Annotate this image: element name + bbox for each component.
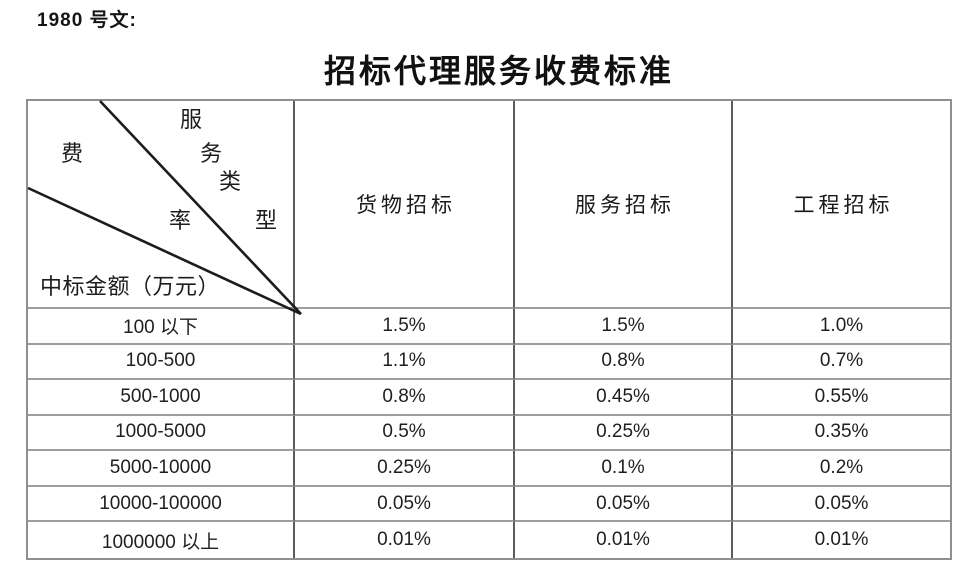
rate-cell: 0.5%	[295, 415, 515, 452]
corner-label-fee-char-1: 费	[61, 142, 84, 167]
amount-range-cell: 100-500	[28, 344, 295, 381]
rate-cell: 0.25%	[515, 415, 733, 452]
rate-cell: 1.5%	[295, 309, 515, 345]
corner-label-bid-amount: 中标金额（万元）	[40, 275, 221, 300]
column-header-goods-bidding: 货物招标	[295, 101, 515, 309]
column-header-service-bidding: 服务招标	[515, 101, 733, 309]
page-title: 招标代理服务收费标准	[323, 52, 674, 90]
amount-range-cell: 10000-100000	[28, 486, 295, 523]
amount-range-cell: 5000-10000	[28, 451, 295, 487]
amount-range-cell: 500-1000	[28, 380, 295, 416]
corner-label-type-char-2: 务	[200, 142, 223, 167]
column-header-works-bidding: 工程招标	[733, 101, 950, 309]
rate-cell: 0.05%	[295, 486, 515, 523]
rate-cell: 0.01%	[814, 529, 869, 551]
rate-cell: 0.35%	[733, 416, 950, 452]
corner-label-fee-char-2: 率	[169, 209, 192, 234]
rate-cell: 0.45%	[515, 380, 733, 416]
corner-label-type-char-4: 型	[255, 209, 278, 234]
doc-reference-number: 1980 号文:	[37, 10, 137, 31]
rate-cell: 1.5%	[515, 309, 733, 345]
amount-range-cell: 100 以下	[28, 309, 295, 345]
rate-cell: 1.1%	[295, 344, 515, 381]
rate-cell: 1.0%	[733, 309, 950, 345]
rate-cell: 0.1%	[515, 451, 733, 487]
rate-cell: 0.25%	[295, 451, 515, 487]
amount-range-cell: 1000000 以上	[28, 522, 295, 558]
rate-cell: 0.01%	[515, 522, 733, 558]
table-corner-diagonal-cell: 费 率 服 务 类 型 中标金额（万元）	[27, 100, 302, 316]
rate-cell: 0.05%	[515, 486, 733, 523]
rate-cell: 0.8%	[295, 380, 515, 416]
rate-cell: 0.55%	[733, 380, 950, 416]
fee-standard-table: 费 率 服 务 类 型 中标金额（万元） 货物招标 服务招标 工程招标 100 …	[26, 99, 952, 560]
rate-cell: 0.05%	[733, 487, 950, 523]
amount-range-cell: 1000-5000	[28, 415, 295, 452]
corner-label-type-char-3: 类	[219, 170, 242, 195]
rate-cell: 0.8%	[515, 344, 733, 381]
rate-cell: 0.01%	[295, 522, 515, 558]
diagonal-divider-lines	[27, 100, 302, 316]
rate-cell: 0.7%	[733, 345, 950, 381]
rate-cell: 0.2%	[733, 451, 950, 487]
corner-label-type-char-1: 服	[180, 108, 203, 133]
